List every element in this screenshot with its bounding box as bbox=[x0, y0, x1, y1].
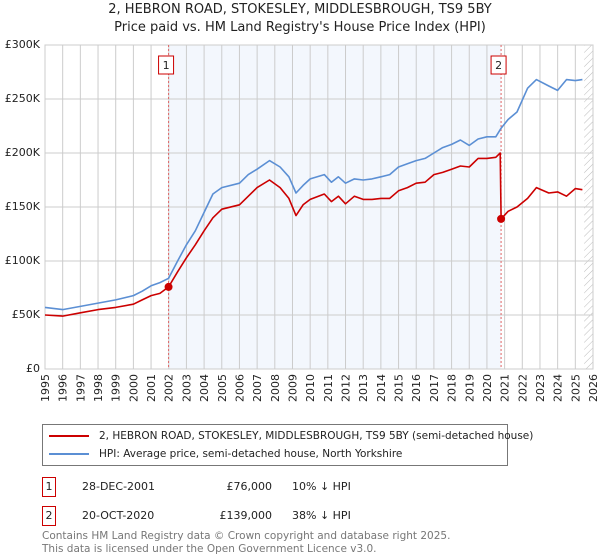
legend: 2, HEBRON ROAD, STOKESLEY, MIDDLESBROUGH… bbox=[42, 424, 533, 466]
x-tick-label: 1998 bbox=[92, 374, 105, 402]
x-tick-label: 2020 bbox=[481, 374, 494, 402]
x-tick-label: 2024 bbox=[552, 374, 565, 402]
x-tick-label: 2005 bbox=[216, 374, 229, 402]
chart-subtitle: Price paid vs. HM Land Registry's House … bbox=[114, 20, 486, 35]
y-tick-label: £250K bbox=[5, 92, 41, 105]
marker-label: 1 bbox=[163, 59, 170, 72]
y-tick-label: £100K bbox=[5, 254, 41, 267]
price-chart: 1995 1996 1997 1998 1999 2000 2001 2002 2003 2004… bbox=[5, 38, 600, 402]
hpi-line bbox=[44, 78, 583, 311]
chart-title: 2, HEBRON ROAD, STOKESLEY, MIDDLESBROUGH… bbox=[108, 2, 492, 17]
transaction-badge: 1 bbox=[42, 477, 56, 497]
x-tick-label: 2007 bbox=[251, 374, 264, 402]
x-tick-label: 1996 bbox=[57, 374, 70, 402]
transaction-date: 28-DEC-2001 bbox=[82, 480, 156, 493]
marker-badge bbox=[158, 55, 175, 75]
y-tick-label: £150K bbox=[5, 200, 41, 213]
sale-point bbox=[164, 282, 173, 291]
x-tick-label: 2019 bbox=[463, 374, 476, 402]
x-tick-label: 2025 bbox=[569, 374, 582, 402]
marker-label: 2 bbox=[495, 59, 502, 72]
transaction-badge: 2 bbox=[42, 506, 56, 526]
legend-item-hpi: HPI: Average price, semi-detached house,… bbox=[99, 448, 403, 460]
y-tick-label: £200K bbox=[5, 146, 41, 159]
transaction-price: £76,000 bbox=[226, 480, 273, 493]
marker-badge bbox=[490, 55, 507, 75]
x-tick-label: 2018 bbox=[446, 374, 459, 402]
x-tick-label: 2003 bbox=[180, 374, 193, 402]
transaction-hpi: 10% ↓ HPI bbox=[292, 480, 351, 493]
x-tick-label: 2008 bbox=[269, 374, 282, 402]
x-tick-label: 2000 bbox=[127, 374, 140, 402]
y-tick-label: £50K bbox=[12, 308, 41, 321]
y-tick-label: £0 bbox=[26, 362, 40, 375]
footer-copyright: Contains HM Land Registry data © Crown c… bbox=[42, 530, 451, 542]
x-tick-label: 2010 bbox=[304, 374, 317, 402]
x-tick-label: 2015 bbox=[393, 374, 406, 402]
transaction-date: 20-OCT-2020 bbox=[82, 509, 155, 522]
x-tick-label: 2026 bbox=[587, 374, 600, 402]
x-tick-label: 1999 bbox=[110, 374, 123, 402]
x-tick-label: 2002 bbox=[163, 374, 176, 402]
footer: Contains HM Land Registry data © Crown c… bbox=[42, 530, 450, 556]
x-tick-label: 1997 bbox=[74, 374, 87, 402]
legend-line-red bbox=[49, 435, 89, 437]
x-tick-label: 2022 bbox=[516, 374, 529, 402]
transaction-row: 2 20-OCT-2020 £139,000 38% ↓ HPI bbox=[42, 506, 442, 526]
transaction-hpi: 38% ↓ HPI bbox=[292, 509, 351, 522]
transaction-row: 1 28-DEC-2001 £76,000 10% ↓ HPI bbox=[42, 477, 442, 497]
footer-licence: This data is licensed under the Open Gov… bbox=[42, 543, 377, 555]
x-tick-label: 2014 bbox=[375, 374, 388, 402]
legend-line-blue bbox=[49, 453, 89, 455]
x-tick-label: 2013 bbox=[357, 374, 370, 402]
x-tick-label: 2017 bbox=[428, 374, 441, 402]
property-price-line bbox=[44, 152, 583, 317]
x-tick-label: 1995 bbox=[39, 374, 52, 402]
x-tick-label: 2011 bbox=[322, 374, 335, 402]
sale-point bbox=[497, 214, 506, 223]
plot-frame bbox=[44, 44, 594, 370]
x-tick-label: 2009 bbox=[286, 374, 299, 402]
x-tick-label: 2016 bbox=[410, 374, 423, 402]
x-tick-label: 2001 bbox=[145, 374, 158, 402]
x-tick-label: 2012 bbox=[340, 374, 353, 402]
x-tick-label: 2004 bbox=[198, 374, 211, 402]
x-tick-label: 2021 bbox=[499, 374, 512, 402]
y-tick-label: £300K bbox=[5, 38, 41, 51]
x-tick-label: 2023 bbox=[534, 374, 547, 402]
legend-item-property: 2, HEBRON ROAD, STOKESLEY, MIDDLESBROUGH… bbox=[99, 430, 534, 442]
transaction-price: £139,000 bbox=[219, 509, 273, 522]
x-tick-label: 2006 bbox=[233, 374, 246, 402]
